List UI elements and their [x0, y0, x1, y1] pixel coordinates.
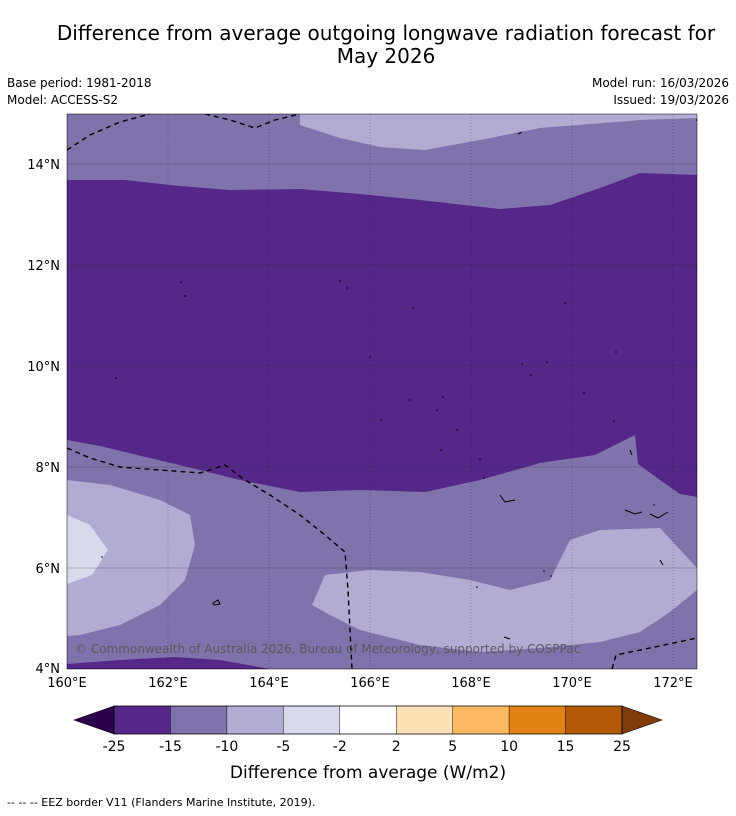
colorbar-tick-label: -2: [333, 739, 347, 755]
map-title: Difference from average outgoing longwav…: [0, 22, 736, 68]
region-minus-5-to-minus-2: [67, 515, 108, 584]
metadata-left: Base period: 1981-2018 Model: ACCESS-S2: [7, 75, 152, 109]
colorbar-tick-label: 25: [613, 739, 631, 755]
colorbar-label: Difference from average (W/m2): [230, 763, 506, 783]
colorbar-cells: [113, 705, 623, 735]
colorbar-tick-label: 15: [557, 739, 575, 755]
title-line-2: May 2026: [336, 44, 436, 68]
copyright-notice: © Commonwealth of Australia 2026, Bureau…: [75, 642, 580, 656]
lat-label: 14°N: [27, 158, 60, 173]
metadata-right: Model run: 16/03/2026 Issued: 19/03/2026: [592, 75, 729, 109]
colorbar-tick-label: -10: [215, 739, 238, 755]
colorbar-tick-label: -25: [103, 739, 126, 755]
colorbar-cell: [283, 705, 340, 735]
lat-label: 10°N: [27, 360, 60, 375]
lat-label: 8°N: [36, 461, 61, 476]
colorbar: -25 -15 -10 -5 -2 2 5 10 15 25 Difference from av…: [73, 705, 663, 783]
colorbar-tick-label: 2: [392, 739, 401, 755]
colorbar-cell: [113, 705, 171, 735]
colorbar-cell: [339, 705, 397, 735]
lon-label: 172°E: [653, 676, 693, 691]
eez-borders: [67, 114, 697, 669]
base-period: Base period: 1981-2018: [7, 76, 152, 90]
lat-label: 4°N: [36, 662, 61, 677]
colorbar-tick-labels: -25 -15 -10 -5 -2 2 5 10 15 25: [103, 739, 631, 755]
colorbar-tick-label: -15: [159, 739, 182, 755]
colorbar-cell: [565, 705, 623, 735]
atoll-dots: [101, 119, 697, 588]
lat-label: 12°N: [27, 259, 60, 274]
model-run: Model run: 16/03/2026: [591, 76, 729, 90]
region-minus-25-to-minus-15-south: [67, 657, 270, 669]
lon-label: 164°E: [249, 676, 289, 691]
islands: [212, 131, 669, 640]
colorbar-cell: [226, 705, 284, 735]
colorbar-high-extend: [622, 706, 662, 734]
anomaly-field: © Commonwealth of Australia 2026, Bureau…: [67, 114, 697, 669]
lat-label: 6°N: [36, 562, 61, 577]
eez-legend: -- -- -- EEZ border V11 (Flanders Marine…: [7, 796, 316, 809]
colorbar-cell: [396, 705, 453, 735]
map-frame: [66, 113, 698, 670]
colorbar-low-extend-outline: [73, 705, 115, 735]
region-minus-10-to-minus-5-south: [312, 528, 697, 652]
title-line-1: Difference from average outgoing longwav…: [56, 21, 716, 45]
latitude-labels: 14°N 12°N 10°N 8°N 6°N 4°N: [27, 158, 60, 677]
colorbar-tick-label: -5: [276, 739, 290, 755]
lon-label: 170°E: [552, 676, 592, 691]
latitude-lines: [67, 163, 697, 569]
colorbar-cell: [170, 705, 228, 735]
model-name: Model: ACCESS-S2: [7, 93, 119, 107]
colorbar-cell: [508, 705, 566, 735]
colorbar-tick-label: 10: [500, 739, 518, 755]
lon-label: 168°E: [451, 676, 491, 691]
longitude-labels: 160°E 162°E 164°E 166°E 168°E 170°E 172°…: [47, 676, 693, 691]
issued-date: Issued: 19/03/2026: [613, 93, 729, 107]
lon-label: 162°E: [148, 676, 188, 691]
colorbar-cell: [452, 705, 510, 735]
lon-label: 160°E: [47, 676, 87, 691]
region-minus-10-to-minus-5-north: [300, 114, 697, 150]
lon-label: 166°E: [350, 676, 390, 691]
colorbar-tick-label: 5: [448, 739, 457, 755]
gridlines: [167, 114, 674, 669]
colorbar-low-extend: [74, 706, 114, 734]
colorbar-high-extend-outline: [621, 705, 663, 735]
region-minus-25-to-minus-15: [67, 173, 697, 497]
region-minus-10-to-minus-5-west: [67, 480, 195, 636]
